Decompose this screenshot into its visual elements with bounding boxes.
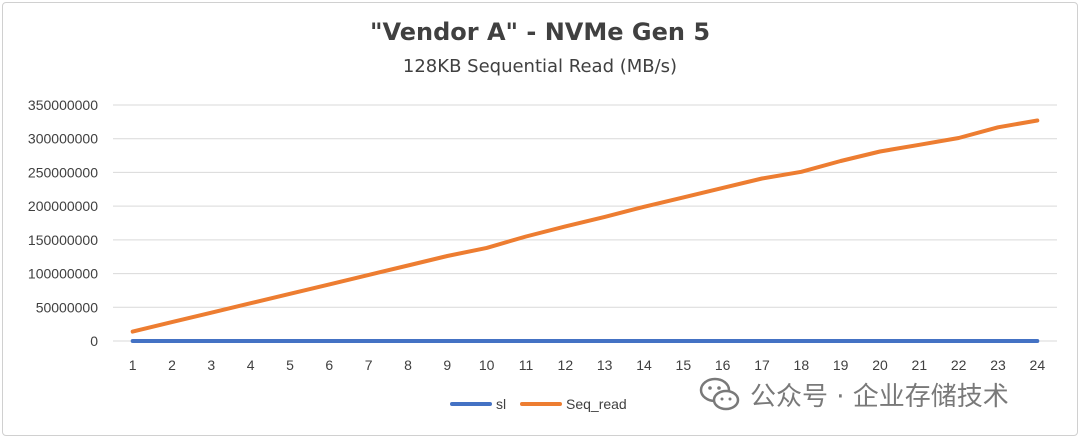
x-tick-label: 14 bbox=[636, 357, 652, 373]
x-tick-label: 23 bbox=[990, 357, 1006, 373]
x-tick-label: 10 bbox=[479, 357, 495, 373]
x-tick-label: 19 bbox=[833, 357, 849, 373]
watermark: 公众号 · 企业存储技术 bbox=[698, 372, 1009, 416]
legend-label: sl bbox=[496, 396, 506, 412]
legend-label: Seq_read bbox=[566, 396, 627, 412]
x-tick-label: 2 bbox=[168, 357, 176, 373]
x-tick-label: 13 bbox=[597, 357, 613, 373]
x-tick-label: 24 bbox=[1030, 357, 1046, 373]
x-tick-label: 15 bbox=[676, 357, 692, 373]
y-tick-label: 200000000 bbox=[28, 198, 98, 214]
series-line-seq-read bbox=[130, 118, 1040, 334]
x-tick-label: 11 bbox=[519, 357, 534, 373]
x-tick-label: 6 bbox=[325, 357, 333, 373]
x-tick-label: 1 bbox=[129, 357, 137, 373]
y-tick-label: 300000000 bbox=[28, 131, 98, 147]
y-tick-label: 350000000 bbox=[28, 97, 98, 113]
chart-title: "Vendor A" - NVMe Gen 5 bbox=[369, 18, 711, 46]
x-tick-label: 17 bbox=[754, 357, 770, 373]
x-tick-label: 8 bbox=[404, 357, 412, 373]
x-tick-label: 20 bbox=[872, 357, 888, 373]
x-tick-label: 16 bbox=[715, 357, 731, 373]
x-tick-label: 12 bbox=[558, 357, 574, 373]
x-tick-label: 22 bbox=[951, 357, 967, 373]
x-tick-label: 18 bbox=[794, 357, 810, 373]
x-tick-label: 9 bbox=[443, 357, 451, 373]
x-tick-label: 7 bbox=[365, 357, 373, 373]
x-tick-label: 4 bbox=[247, 357, 255, 373]
y-tick-label: 150000000 bbox=[28, 232, 98, 248]
wechat-icon bbox=[699, 377, 740, 411]
x-tick-label: 3 bbox=[207, 357, 215, 373]
y-tick-label: 0 bbox=[90, 333, 98, 349]
y-tick-label: 250000000 bbox=[28, 164, 98, 180]
x-tick-label: 21 bbox=[912, 357, 928, 373]
x-tick-label: 5 bbox=[286, 357, 294, 373]
y-tick-label: 50000000 bbox=[36, 299, 99, 315]
watermark-text: 公众号 · 企业存储技术 bbox=[750, 381, 1009, 412]
y-tick-label: 100000000 bbox=[28, 266, 98, 282]
chart-subtitle: 128KB Sequential Read (MB/s) bbox=[402, 56, 678, 77]
